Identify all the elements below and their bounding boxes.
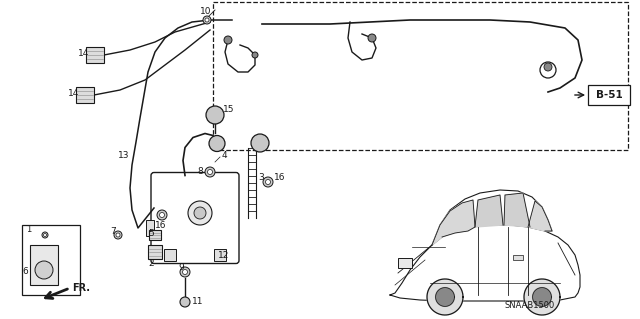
Circle shape <box>180 267 190 277</box>
Circle shape <box>180 297 190 307</box>
Text: 7: 7 <box>110 226 116 235</box>
Bar <box>213 2 628 150</box>
Text: 2: 2 <box>148 258 154 268</box>
Circle shape <box>188 201 212 225</box>
Circle shape <box>157 210 167 220</box>
Polygon shape <box>504 193 530 227</box>
Polygon shape <box>528 201 552 231</box>
Bar <box>214 249 226 261</box>
Text: 15: 15 <box>223 106 234 115</box>
Circle shape <box>368 34 376 42</box>
Text: 8: 8 <box>197 167 203 176</box>
Bar <box>588 85 630 105</box>
Text: 14: 14 <box>78 48 90 57</box>
Circle shape <box>182 270 188 275</box>
Circle shape <box>114 231 122 239</box>
Bar <box>76 87 94 103</box>
Circle shape <box>116 233 120 237</box>
Circle shape <box>252 52 258 58</box>
Circle shape <box>194 207 206 219</box>
Circle shape <box>159 212 164 218</box>
Circle shape <box>544 63 552 71</box>
Bar <box>398 258 412 268</box>
Text: 5: 5 <box>148 229 154 239</box>
Circle shape <box>35 261 53 279</box>
Polygon shape <box>432 190 552 245</box>
Text: B-51: B-51 <box>596 90 622 100</box>
Bar <box>148 245 162 259</box>
Text: 3: 3 <box>258 174 264 182</box>
Circle shape <box>263 177 273 187</box>
Text: 14: 14 <box>68 88 79 98</box>
Bar <box>513 255 523 259</box>
Text: SNAAB1500: SNAAB1500 <box>505 301 555 310</box>
Circle shape <box>224 36 232 44</box>
Polygon shape <box>532 288 552 306</box>
Text: 6: 6 <box>22 268 28 277</box>
Text: 10: 10 <box>200 8 211 17</box>
Circle shape <box>206 106 224 124</box>
Text: 16: 16 <box>274 174 285 182</box>
Text: 16: 16 <box>155 220 166 229</box>
Circle shape <box>251 134 269 152</box>
Circle shape <box>44 234 47 236</box>
Bar <box>146 220 154 236</box>
Polygon shape <box>524 279 560 315</box>
Polygon shape <box>427 279 463 315</box>
Circle shape <box>207 169 212 174</box>
Polygon shape <box>436 288 454 306</box>
FancyBboxPatch shape <box>151 173 239 263</box>
Circle shape <box>205 167 215 177</box>
Bar <box>164 249 176 261</box>
Text: 4: 4 <box>222 151 228 160</box>
Bar <box>30 245 58 285</box>
Text: 1: 1 <box>26 226 31 234</box>
Circle shape <box>266 180 271 184</box>
Circle shape <box>42 232 48 238</box>
Polygon shape <box>390 225 580 301</box>
Circle shape <box>205 18 209 22</box>
Circle shape <box>203 16 211 24</box>
Text: FR.: FR. <box>72 283 90 293</box>
Bar <box>22 225 80 295</box>
Text: 11: 11 <box>192 298 204 307</box>
Circle shape <box>209 136 225 152</box>
Polygon shape <box>432 200 475 245</box>
Bar <box>149 230 161 240</box>
Circle shape <box>540 62 556 78</box>
Text: 9: 9 <box>178 263 184 272</box>
Text: 12: 12 <box>218 250 229 259</box>
Text: 13: 13 <box>118 151 129 160</box>
Bar <box>86 47 104 63</box>
Polygon shape <box>475 195 503 227</box>
